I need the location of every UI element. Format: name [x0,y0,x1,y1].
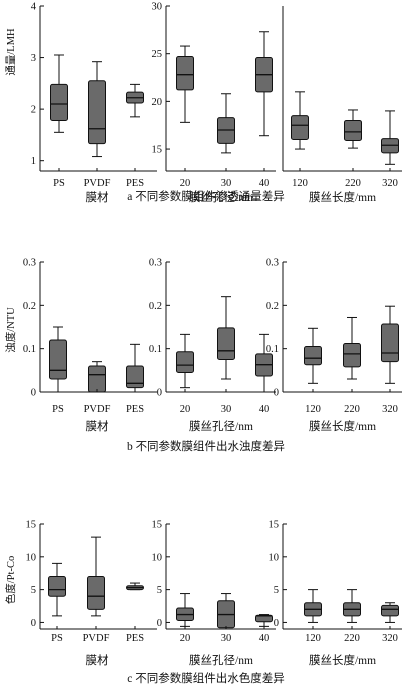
y-tick-label: 5 [274,585,279,596]
x-tick-label: 120 [305,633,321,644]
box-iqr [255,614,273,623]
y-tick-label: 0 [274,618,279,629]
y-tick-label: 0.1 [266,344,279,355]
y-tick-label: 20 [152,97,163,108]
y-tick-label: 0 [157,388,162,399]
y-tick-label: 0.1 [23,344,36,355]
y-axis-title: 色度/Pt-Co [4,556,17,604]
x-tick-label: 220 [344,633,360,644]
x-tick-label: 20 [180,404,191,415]
box-iqr [88,80,106,145]
box-iqr [291,115,309,141]
y-tick-label: 0.2 [266,301,279,312]
y-tick-label: 0.2 [23,301,36,312]
y-tick-label: 5 [157,585,162,596]
x-tick-label: 40 [259,633,270,644]
box-iqr [176,351,194,374]
box-iqr [304,346,322,366]
box-iqr [176,56,194,91]
box-iqr [217,327,235,361]
y-tick-label: 5 [31,585,36,596]
x-tick-label: 120 [305,404,321,415]
x-axis-title: 膜丝孔径/nm [189,191,253,204]
y-tick-label: 10 [26,552,37,563]
x-axis-title: 膜材 [86,419,109,433]
x-tick-label: 220 [344,404,360,415]
x-tick-label: 30 [221,178,232,189]
x-tick-label: 30 [221,633,232,644]
x-tick-label: 40 [259,404,270,415]
box-iqr [87,576,105,610]
x-axis-title: 膜丝孔径/nm [189,420,253,433]
x-tick-label: 20 [180,178,191,189]
x-tick-label: PS [52,404,64,415]
box-iqr [344,119,362,141]
y-tick-label: 10 [269,552,280,563]
x-axis-title: 膜丝孔径/nm [189,654,253,667]
x-tick-label: PS [53,178,65,189]
box-iqr [381,604,399,617]
box-iqr [49,339,67,380]
box-iqr [126,365,144,389]
x-tick-label: 20 [180,633,191,644]
chart-caption: b 不同参数膜组件出水浊度差异 [127,439,285,453]
box-iqr [48,576,66,597]
y-tick-label: 0 [274,388,279,399]
box-iqr [88,365,106,393]
y-tick-label: 3 [31,53,36,64]
x-tick-label: 40 [259,178,270,189]
box-iqr [343,342,361,368]
x-axis-title: 膜材 [86,190,109,204]
y-tick-label: 10 [152,552,163,563]
x-tick-label: PVDF [84,404,111,415]
y-tick-label: 15 [152,145,163,156]
x-axis-title: 膜材 [86,653,109,667]
y-tick-label: 4 [31,2,37,13]
box-iqr [50,83,68,121]
x-axis-title: 膜丝长度/mm [309,653,376,667]
y-tick-label: 15 [152,520,163,531]
x-tick-label: PES [126,633,144,644]
y-tick-label: 0.3 [266,258,279,269]
y-axis-title: 浊度/NTU [4,307,17,353]
x-tick-label: PES [126,404,144,415]
x-tick-label: 320 [382,178,398,189]
box-iqr [381,323,399,363]
x-tick-label: PS [51,633,63,644]
y-tick-label: 0.1 [149,344,162,355]
y-tick-label: 25 [152,49,163,60]
y-tick-label: 15 [269,520,280,531]
y-tick-label: 0.3 [149,258,162,269]
x-tick-label: 220 [345,178,361,189]
x-tick-label: PVDF [83,633,110,644]
chart-caption: c 不同参数膜组件出水色度差异 [127,671,284,685]
x-tick-label: 120 [292,178,308,189]
y-tick-label: 0.2 [149,301,162,312]
y-tick-label: 30 [152,2,163,13]
x-tick-label: PES [126,178,144,189]
y-tick-label: 2 [31,105,36,116]
x-tick-label: 320 [382,633,398,644]
y-axis-title: 通量/LMH [5,28,17,76]
y-tick-label: 0 [31,618,36,629]
chart-caption: a 不同参数膜组件渗透通量差异 [127,189,284,203]
y-tick-label: 0.3 [23,258,36,269]
y-tick-label: 1 [31,156,36,167]
x-axis-title: 膜丝长度/mm [309,419,376,433]
x-tick-label: PVDF [84,178,111,189]
x-tick-label: 30 [221,404,232,415]
y-tick-label: 15 [26,520,37,531]
y-tick-label: 0 [157,618,162,629]
x-axis-title: 膜丝长度/mm [309,190,376,204]
y-tick-label: 0 [31,388,36,399]
x-tick-label: 320 [382,404,398,415]
